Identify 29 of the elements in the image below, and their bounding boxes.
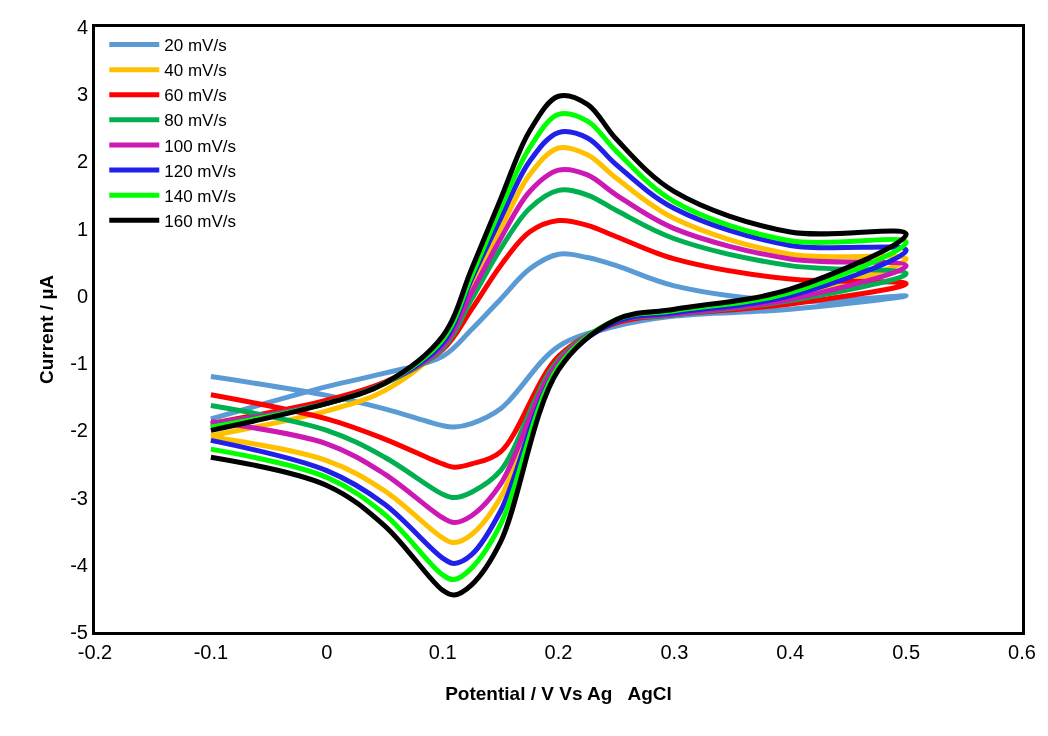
legend-label: 140 mV/s <box>164 186 237 206</box>
y-tick-label: 0 <box>76 284 88 307</box>
y-tick-label: 4 <box>76 16 88 38</box>
x-tick-label: 0.2 <box>544 641 573 663</box>
legend-label: 60 mV/s <box>164 86 227 106</box>
y-tick-label: 2 <box>76 150 88 173</box>
x-tick-label: 0.3 <box>660 641 689 663</box>
legend-label: 40 mV/s <box>164 61 227 81</box>
legend-label: 120 mV/s <box>164 161 237 181</box>
x-tick-label: 0.1 <box>428 641 457 663</box>
y-tick-label: -5 <box>70 621 88 643</box>
x-tick-label: 0 <box>321 641 333 663</box>
y-tick-label: 1 <box>76 217 88 240</box>
legend-label: 80 mV/s <box>164 111 227 131</box>
y-tick-label: -4 <box>70 553 88 576</box>
legend-label: 20 mV/s <box>164 36 227 56</box>
x-axis-title: Potential / V Vs Ag AgCl <box>445 682 672 704</box>
y-tick-label: -1 <box>70 352 88 375</box>
legend-label: 160 mV/s <box>164 211 237 231</box>
y-tick-label: 3 <box>76 83 88 106</box>
x-tick-label: -0.2 <box>77 641 113 663</box>
x-tick-label: 0.6 <box>1008 641 1036 663</box>
x-tick-label: 0.5 <box>892 641 921 663</box>
y-axis-title: Current / µA <box>36 274 58 385</box>
legend-label: 100 mV/s <box>164 136 237 156</box>
x-tick-label: 0.4 <box>776 641 805 663</box>
y-tick-label: -2 <box>70 419 88 442</box>
x-tick-label: -0.1 <box>193 641 229 663</box>
y-tick-label: -3 <box>70 486 88 509</box>
